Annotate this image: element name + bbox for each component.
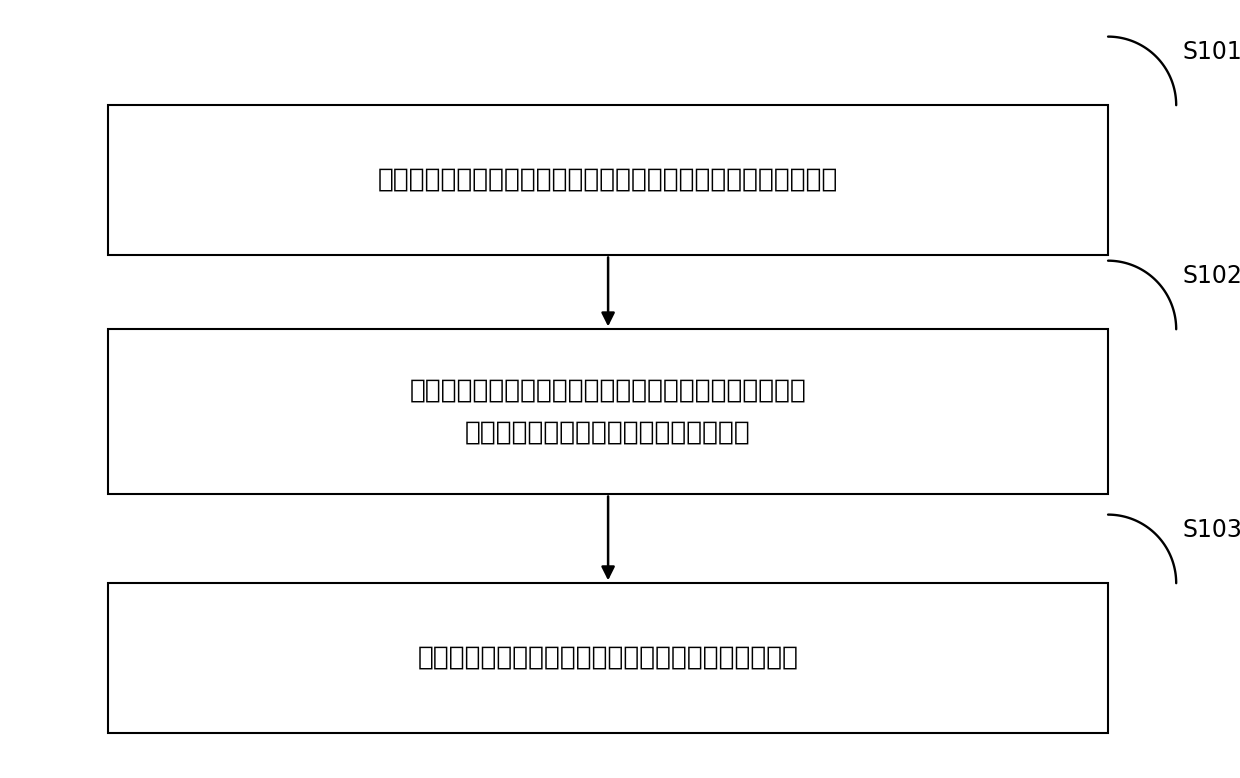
Text: 按照预设维度成员信息对所述数据立方体进行分区处理，
得到多个子数据立方体和相应的分区规则: 按照预设维度成员信息对所述数据立方体进行分区处理， 得到多个子数据立方体和相应的… [409,377,806,446]
Bar [108,105,1109,254]
Text: 将所述多个子数据立方体分别保存到不同的存储介质中: 将所述多个子数据立方体分别保存到不同的存储介质中 [418,645,799,671]
Text: S103: S103 [1183,518,1240,542]
Bar [108,329,1109,493]
Bar [108,584,1109,733]
Text: S102: S102 [1183,265,1240,289]
Text: 基于支付平台原始业务数据，构造数据立方体并对其动态填充数据: 基于支付平台原始业务数据，构造数据立方体并对其动态填充数据 [378,166,838,193]
Text: S101: S101 [1183,40,1240,65]
